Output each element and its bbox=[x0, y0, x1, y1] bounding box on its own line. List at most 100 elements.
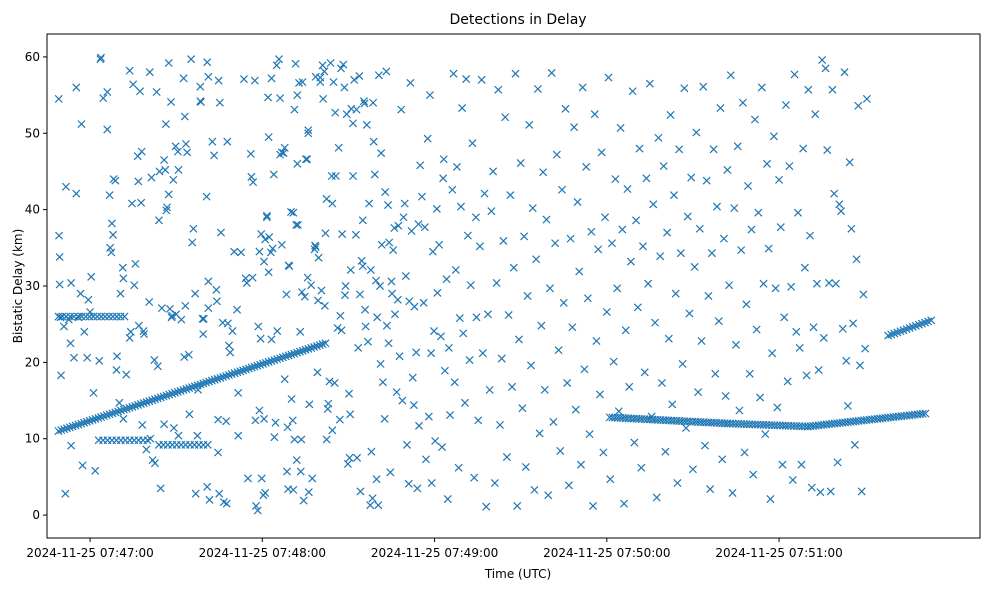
detection-marker bbox=[226, 348, 235, 357]
detection-marker bbox=[169, 175, 178, 184]
detection-marker bbox=[270, 356, 279, 365]
detection-marker bbox=[377, 149, 386, 158]
detection-marker bbox=[84, 295, 93, 304]
detection-marker bbox=[613, 284, 622, 293]
detection-marker bbox=[189, 224, 198, 233]
detection-marker bbox=[148, 396, 157, 405]
detection-marker bbox=[296, 327, 305, 336]
detection-marker bbox=[333, 323, 342, 333]
detection-marker bbox=[345, 453, 354, 462]
detection-marker bbox=[408, 373, 417, 382]
detection-marker bbox=[635, 144, 644, 153]
detection-marker bbox=[125, 403, 134, 412]
detection-marker bbox=[492, 278, 501, 287]
detection-marker bbox=[88, 415, 97, 424]
detection-marker bbox=[685, 309, 694, 318]
detection-marker bbox=[241, 274, 250, 283]
detection-marker bbox=[399, 213, 408, 222]
detection-marker bbox=[360, 99, 369, 108]
detection-marker bbox=[166, 97, 176, 106]
detection-marker bbox=[77, 120, 86, 129]
detection-marker bbox=[394, 221, 403, 230]
detection-marker bbox=[185, 384, 194, 393]
chart-title: Detections in Delay bbox=[449, 12, 586, 28]
detection-marker bbox=[317, 286, 326, 295]
detection-marker bbox=[198, 314, 207, 323]
detection-marker bbox=[80, 327, 89, 336]
detection-marker bbox=[234, 388, 243, 397]
detection-marker bbox=[644, 279, 653, 288]
detection-marker bbox=[735, 406, 744, 415]
detection-marker bbox=[731, 340, 741, 349]
detection-marker bbox=[595, 390, 604, 399]
detection-marker bbox=[535, 429, 544, 438]
detection-marker bbox=[177, 315, 186, 324]
detection-marker bbox=[293, 220, 302, 229]
detection-marker bbox=[704, 291, 713, 300]
detection-marker bbox=[320, 301, 329, 310]
detection-marker bbox=[250, 76, 259, 85]
detection-marker bbox=[219, 372, 228, 381]
detection-marker bbox=[247, 172, 256, 181]
detection-marker bbox=[427, 349, 436, 358]
detection-marker bbox=[518, 404, 527, 413]
detection-marker bbox=[412, 348, 421, 357]
detection-marker bbox=[673, 478, 682, 488]
detection-marker bbox=[223, 137, 232, 146]
detection-marker bbox=[233, 305, 242, 314]
detection-marker bbox=[400, 199, 409, 208]
detection-marker bbox=[290, 349, 299, 358]
detection-marker bbox=[761, 430, 770, 439]
detection-marker bbox=[181, 139, 190, 148]
detection-marker bbox=[125, 66, 134, 75]
detection-marker bbox=[55, 252, 64, 262]
detection-marker bbox=[204, 277, 213, 286]
detection-marker bbox=[119, 405, 128, 414]
detection-marker bbox=[322, 194, 331, 203]
detection-marker bbox=[375, 281, 385, 291]
detection-marker bbox=[57, 426, 66, 435]
detection-marker bbox=[719, 234, 728, 243]
detection-marker bbox=[304, 488, 313, 497]
detection-marker bbox=[340, 291, 350, 300]
detection-marker bbox=[96, 53, 105, 62]
detection-marker bbox=[196, 380, 205, 389]
detection-marker bbox=[297, 288, 306, 297]
detection-marker bbox=[237, 248, 246, 257]
detection-marker bbox=[236, 367, 245, 376]
detection-marker bbox=[483, 310, 492, 319]
detection-marker bbox=[356, 487, 365, 496]
detection-marker bbox=[193, 431, 202, 440]
detection-marker bbox=[416, 161, 425, 170]
detection-marker bbox=[843, 401, 852, 410]
detection-marker bbox=[850, 440, 859, 449]
detection-marker bbox=[282, 290, 291, 299]
detection-marker bbox=[380, 414, 389, 423]
detection-marker bbox=[173, 147, 182, 156]
detection-marker bbox=[432, 204, 441, 213]
detection-marker bbox=[99, 412, 108, 421]
detection-marker bbox=[153, 362, 162, 371]
detection-marker bbox=[687, 173, 696, 182]
detection-marker bbox=[470, 473, 479, 482]
detection-marker bbox=[723, 165, 732, 174]
detection-marker bbox=[833, 458, 842, 467]
detection-marker bbox=[334, 143, 343, 152]
detection-marker bbox=[125, 333, 134, 342]
detection-marker bbox=[528, 204, 537, 213]
detection-marker bbox=[318, 61, 327, 70]
detection-marker bbox=[204, 72, 213, 81]
detection-marker bbox=[214, 76, 223, 85]
detection-marker bbox=[292, 456, 301, 465]
detection-marker bbox=[401, 272, 410, 281]
detection-marker bbox=[249, 178, 258, 187]
detection-marker bbox=[331, 108, 340, 117]
detection-marker bbox=[571, 405, 580, 414]
detection-marker bbox=[456, 202, 465, 211]
detection-marker bbox=[398, 396, 407, 405]
detection-marker bbox=[107, 219, 116, 228]
detection-marker bbox=[378, 378, 387, 387]
detection-marker bbox=[128, 402, 137, 411]
detection-marker bbox=[72, 83, 81, 92]
detection-marker bbox=[730, 204, 739, 213]
